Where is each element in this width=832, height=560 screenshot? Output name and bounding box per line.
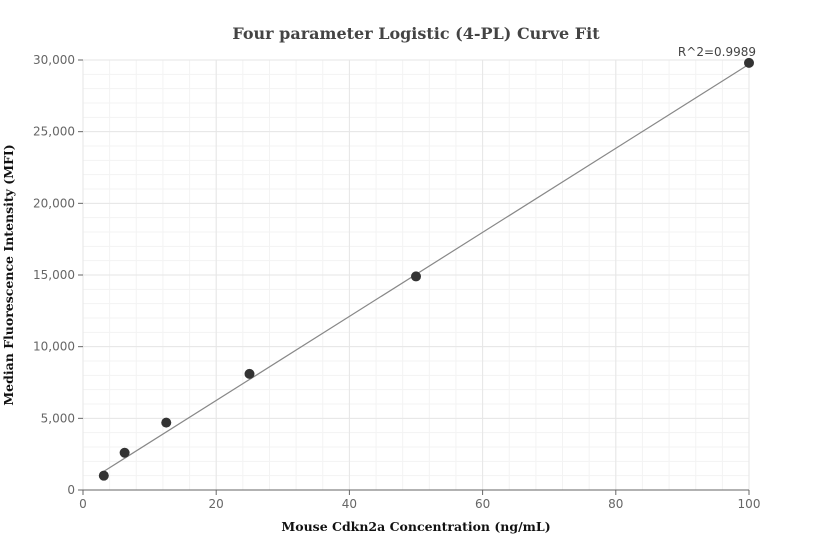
y-tick-label: 10,000	[33, 340, 75, 354]
data-point	[244, 368, 255, 379]
x-tick-label: 40	[342, 497, 357, 511]
y-tick-label: 30,000	[33, 53, 75, 67]
data-point	[744, 57, 754, 68]
data-point	[161, 417, 172, 428]
y-tick-label: 15,000	[33, 268, 75, 282]
chart-title: Four parameter Logistic (4-PL) Curve Fit	[232, 24, 600, 43]
data-point	[411, 271, 421, 282]
data-point	[119, 447, 130, 458]
x-tick-label: 20	[209, 497, 224, 511]
y-tick-label: 25,000	[33, 125, 75, 139]
y-tick-label: 5,000	[41, 411, 75, 425]
data-points	[98, 57, 754, 481]
y-tick-label: 0	[67, 483, 75, 497]
x-axis-label: Mouse Cdkn2a Concentration (ng/mL)	[281, 519, 550, 534]
x-tick-label: 60	[475, 497, 490, 511]
x-tick-label: 80	[608, 497, 623, 511]
y-ticks: 0 5,000 10,000 15,000 20,000 25,000 30,000	[33, 53, 83, 497]
x-tick-label: 0	[79, 497, 87, 511]
grid	[82, 59, 750, 491]
y-axis-label: Median Fluorescence Intensity (MFI)	[1, 144, 16, 405]
x-tick-label: 100	[738, 497, 761, 511]
r-squared-annotation: R^2=0.9989	[678, 45, 756, 59]
x-ticks: 0 20 40 60 80 100	[79, 490, 760, 511]
y-tick-label: 20,000	[33, 196, 75, 210]
fit-curve	[103, 63, 750, 472]
data-point	[98, 470, 109, 481]
